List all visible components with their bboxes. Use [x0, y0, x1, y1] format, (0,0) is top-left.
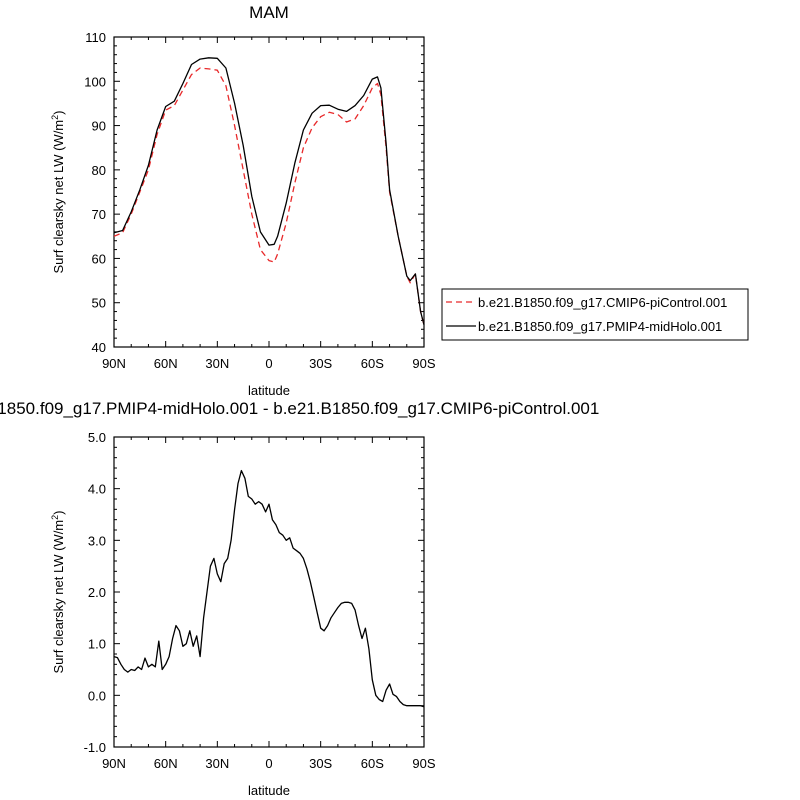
- top-xtick-label: 60N: [154, 356, 178, 371]
- top-ytick-label: 90: [92, 119, 106, 134]
- bottom-xtick-label: 60S: [361, 756, 384, 771]
- top-xtick-label: 30S: [309, 356, 332, 371]
- top-ytick-label: 110: [85, 30, 106, 45]
- bottom-ytick-label: 3.0: [88, 533, 106, 548]
- top-xtick-label: 30N: [205, 356, 229, 371]
- top-xtick-label: 0: [265, 356, 272, 371]
- chart-top-legend: b.e21.B1850.f09_g17.CMIP6-piControl.001 …: [441, 288, 749, 341]
- chart-top-title: MAM: [249, 3, 289, 22]
- chart-top-ylabel: Surf clearsky net LW (W/m2): [50, 111, 66, 274]
- top-ytick-label: 70: [92, 207, 106, 222]
- chart-bottom-plot: 90N 60N 30N 0 30S 60S 90S -1.0 0.0 1.0 2.0 3.0 4.0 5.…: [84, 430, 436, 771]
- top-series-line-1: [113, 57, 425, 326]
- legend-box: [441, 288, 749, 341]
- bottom-ytick-label: -1.0: [84, 740, 106, 755]
- chart-bottom: b.e21.B1850.f09_g17.PMIP4-midHolo.001 - …: [0, 399, 599, 798]
- bottom-xtick-label: 60N: [154, 756, 178, 771]
- bottom-ytick-label: 5.0: [88, 430, 106, 445]
- top-xtick-label: 90S: [412, 356, 435, 371]
- chart-bottom-title: b.e21.B1850.f09_g17.PMIP4-midHolo.001 - …: [0, 399, 599, 418]
- bottom-ytick-label: 0.0: [88, 688, 106, 703]
- bottom-xtick-label: 30S: [309, 756, 332, 771]
- top-series-line-0: [113, 67, 425, 326]
- top-ytick-label: 80: [92, 163, 106, 178]
- bottom-ytick-label: 2.0: [88, 585, 106, 600]
- top-xtick-label: 60S: [361, 356, 384, 371]
- top-ytick-label: 40: [92, 340, 106, 355]
- bottom-xtick-label: 90N: [102, 756, 126, 771]
- top-ytick-label: 60: [92, 251, 106, 266]
- top-ytick-label: 50: [92, 296, 106, 311]
- bottom-ytick-label: 1.0: [88, 637, 106, 652]
- chart-top-xlabel: latitude: [248, 383, 290, 398]
- bottom-ytick-label: 4.0: [88, 482, 106, 497]
- bottom-xtick-label: 0: [265, 756, 272, 771]
- bottom-plot-frame: [113, 436, 425, 748]
- chart-top: MAM 90N 60N 30N 0 30S 60S 90S 40 50 60 70 80 90 100 11…: [50, 3, 749, 398]
- bottom-series-line-0: [113, 469, 425, 708]
- top-ytick-label: 100: [84, 74, 106, 89]
- legend-label-picontrol: b.e21.B1850.f09_g17.CMIP6-piControl.001: [478, 295, 727, 310]
- bottom-xtick-label: 30N: [205, 756, 229, 771]
- chart-bottom-xlabel: latitude: [248, 783, 290, 798]
- chart-top-plot: 90N 60N 30N 0 30S 60S 90S 40 50 60 70 80 90 100 110: [84, 30, 436, 371]
- top-xtick-label: 90N: [102, 356, 126, 371]
- bottom-xtick-label: 90S: [412, 756, 435, 771]
- legend-label-midholo: b.e21.B1850.f09_g17.PMIP4-midHolo.001: [478, 319, 722, 334]
- chart-bottom-ylabel: Surf clearsky net LW (W/m2): [50, 511, 66, 674]
